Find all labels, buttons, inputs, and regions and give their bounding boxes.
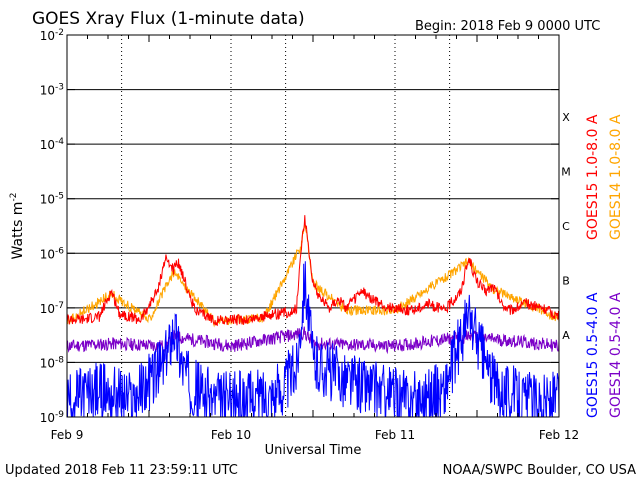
y-tick-exponent: -2 xyxy=(55,28,64,38)
y-tick-base: 10 xyxy=(40,84,55,98)
flare-class-label: C xyxy=(562,220,570,233)
y-axis-label: Watts m-2 xyxy=(9,193,26,260)
updated-timestamp: Updated 2018 Feb 11 23:59:11 UTC xyxy=(5,463,238,478)
y-tick-label: 10-2 xyxy=(40,28,64,43)
legend-entry: GOES14 0.5-4.0 A xyxy=(608,292,624,418)
y-tick-exponent: -9 xyxy=(55,410,64,420)
y-tick-base: 10 xyxy=(40,193,55,207)
y-tick-label: 10-5 xyxy=(40,192,64,207)
legend-entry: GOES14 1.0-8.0 A xyxy=(608,114,624,240)
y-tick-base: 10 xyxy=(40,138,55,152)
y-axis-label-text: Watts m xyxy=(10,202,26,260)
y-tick-label: 10-4 xyxy=(40,137,65,152)
y-tick-label: 10-3 xyxy=(40,83,64,98)
y-tick-exponent: -7 xyxy=(55,301,64,311)
x-tick-label: Feb 9 xyxy=(51,428,84,442)
begin-label: Begin: 2018 Feb 9 0000 UTC xyxy=(415,19,600,34)
x-tick-label: Feb 12 xyxy=(539,428,579,442)
y-tick-label: 10-9 xyxy=(40,410,65,425)
flare-class-labels: X M C B A xyxy=(561,111,571,342)
y-tick-exponent: -6 xyxy=(55,246,64,256)
y-tick-base: 10 xyxy=(40,411,55,425)
x-axis-label: Universal Time xyxy=(265,443,362,458)
y-tick-base: 10 xyxy=(40,29,55,43)
series-line xyxy=(66,215,560,327)
y-tick-exponent: -3 xyxy=(55,83,64,93)
y-tick-exponent: -5 xyxy=(55,192,64,202)
flare-class-label: B xyxy=(562,275,570,288)
y-tick-base: 10 xyxy=(40,302,55,316)
legend-entry: GOES15 1.0-8.0 A xyxy=(585,114,601,240)
x-tick-label: Feb 11 xyxy=(375,428,415,442)
chart-title: GOES Xray Flux (1-minute data) xyxy=(32,9,305,29)
flare-class-label: A xyxy=(562,329,570,342)
flare-class-label: M xyxy=(561,165,571,178)
x-tick-label: Feb 10 xyxy=(211,428,251,442)
y-tick-label: 10-6 xyxy=(40,246,65,261)
legend: GOES15 1.0-8.0 A GOES14 1.0-8.0 A GOES15 0… xyxy=(585,114,624,418)
flare-class-label: X xyxy=(562,111,570,124)
series-layer xyxy=(66,215,560,418)
credit-label: NOAA/SWPC Boulder, CO USA xyxy=(443,463,636,478)
y-axis-label-superscript: -2 xyxy=(9,193,19,202)
y-tick-base: 10 xyxy=(40,356,55,370)
y-tick-label: 10-7 xyxy=(40,301,64,316)
y-tick-label: 10-8 xyxy=(40,355,65,370)
y-tick-exponent: -4 xyxy=(55,137,64,147)
series-line xyxy=(67,261,560,418)
y-tick-exponent: -8 xyxy=(55,355,64,365)
series-line xyxy=(66,223,560,328)
legend-entry: GOES15 0.5-4.0 A xyxy=(585,292,601,418)
y-tick-base: 10 xyxy=(40,247,55,261)
